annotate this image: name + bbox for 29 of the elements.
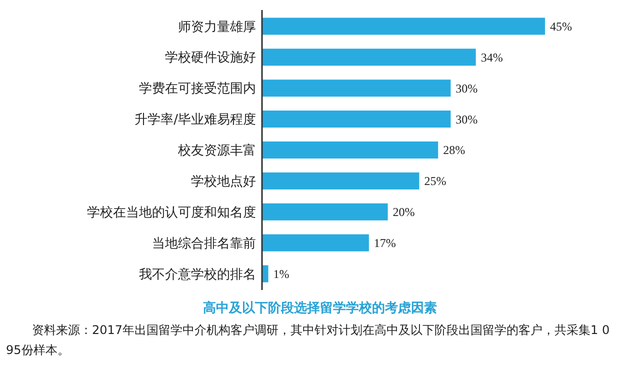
y-tick-label: 学校在当地的认可度和知名度 xyxy=(87,204,256,220)
bar xyxy=(262,80,451,97)
bar xyxy=(262,172,420,190)
bar xyxy=(262,48,476,66)
bar xyxy=(262,203,388,220)
y-tick-label: 校友资源丰富 xyxy=(177,142,256,159)
bar xyxy=(262,234,369,252)
data-label: 34% xyxy=(480,50,503,64)
bar xyxy=(262,265,268,282)
data-label: 45% xyxy=(550,19,572,34)
data-label: 20% xyxy=(392,205,415,220)
y-tick-label: 学校地点好 xyxy=(191,174,256,190)
data-label: 1% xyxy=(273,266,290,281)
bar xyxy=(262,110,451,128)
data-label: 17% xyxy=(374,236,396,250)
y-tick-label: 师资力量雄厚 xyxy=(178,20,256,35)
data-label: 28% xyxy=(443,143,466,158)
text: 高中及以下阶段选择留学学校的考虑因素 xyxy=(203,300,437,316)
text: 资料来源：2017年出国留学中介机构客户调研，其中针对计划在高中及以下阶段出国留学的客户，共采集1 095份样本。 xyxy=(6,323,610,357)
y-tick-label: 当地综合排名靠前 xyxy=(152,236,256,252)
y-tick-label: 升学率/毕业难易程度 xyxy=(134,112,256,128)
y-tick-label: 学校硬件设施好 xyxy=(165,50,256,66)
data-label: 30% xyxy=(456,112,478,126)
bar xyxy=(262,18,545,35)
bar xyxy=(262,141,438,159)
y-tick-label: 我不介意学校的排名 xyxy=(139,267,256,282)
data-label: 25% xyxy=(424,174,446,188)
data-label: 30% xyxy=(456,81,478,96)
y-tick-label: 学费在可接受范围内 xyxy=(139,82,256,97)
